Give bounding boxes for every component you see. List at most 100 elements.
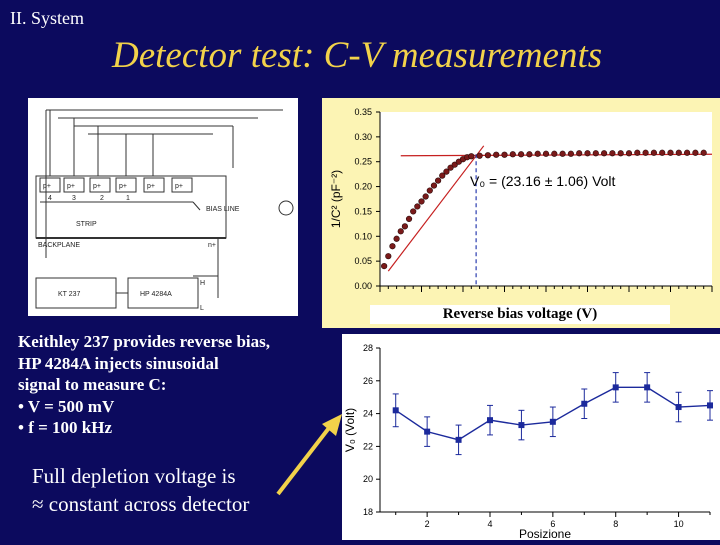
cv-data-point (659, 149, 666, 156)
cv-x-axis-label: Reverse bias voltage (V) (370, 305, 670, 324)
cv-fit-rise (387, 145, 485, 272)
pos-x-axis-label: Posizione (519, 527, 571, 540)
cv-plot-area (380, 112, 712, 286)
cv-y-tick-label: 0.20 (354, 182, 372, 192)
pos-y-tick-label: 26 (363, 376, 373, 386)
description-line-3: signal to measure C: (18, 375, 167, 394)
pos-x-tick-label: 4 (487, 519, 492, 529)
cv-data-point (493, 151, 500, 158)
cv-data-point (410, 208, 417, 215)
cv-data-point (584, 150, 591, 157)
cv-data-point (401, 223, 408, 230)
cv-y-tick-label: 0.00 (354, 281, 372, 291)
cv-data-point (518, 151, 525, 158)
cv-data-point (684, 149, 691, 156)
description-line-4: • V = 500 mV (18, 396, 115, 416)
cv-data-point (393, 235, 400, 242)
cv-data-point (501, 151, 508, 158)
slide-title: Detector test: C-V measurements (112, 35, 603, 76)
cv-data-point (439, 172, 446, 179)
cv-data-point (381, 263, 388, 270)
cv-y-tick-label: 0.10 (354, 231, 372, 241)
circuit-schematic: p+ p+ p+ p+ p+ p+ 4 3 2 1 BIAS LINE STRI… (28, 98, 298, 316)
pos-data-point (644, 384, 651, 391)
strip-label-6: p+ (175, 183, 183, 190)
pos-data-point (392, 407, 399, 414)
cv-data-point (389, 243, 396, 250)
pos-x-tick-label: 2 (425, 519, 430, 529)
cv-data-point (426, 187, 433, 194)
cv-data-point (397, 228, 404, 235)
pos-data-point (455, 436, 462, 443)
cv-data-point (551, 150, 558, 157)
strip-label-4: p+ (119, 183, 127, 190)
pos-y-tick-label: 18 (363, 507, 373, 517)
pos-y-axis-label: V₀ (Volt) (343, 408, 357, 452)
cv-chart-panel: 0.00 0.05 0.10 0.15 0.20 0.25 0.30 0.35 1/C² (pF… (322, 98, 720, 328)
strip-number-1: 1 (126, 195, 130, 202)
cv-data-point (642, 149, 649, 156)
pos-data-point (581, 400, 588, 407)
cv-data-point (422, 193, 429, 200)
backplane-label: BACKPLANE (38, 242, 80, 249)
pos-data-point (675, 404, 682, 411)
cv-data-point (667, 149, 674, 156)
cv-data-point (430, 182, 438, 189)
cv-data-point (675, 149, 682, 156)
cv-data-point (634, 149, 641, 156)
cv-y-tick-label: 0.35 (354, 107, 372, 117)
pos-data-point (549, 418, 556, 425)
pos-y-tick-label: 20 (363, 474, 373, 484)
conclusion-text: Full depletion voltage is ≈ constant acr… (32, 462, 249, 518)
pointer-arrow (276, 414, 342, 496)
cv-y-tick-label: 0.30 (354, 132, 372, 142)
cv-data-point (650, 149, 658, 156)
strip-number-3: 3 (72, 195, 76, 202)
cv-data-point (476, 152, 483, 159)
cv-data-point (601, 150, 608, 157)
pos-x-tick-label: 10 (674, 519, 684, 529)
pos-y-tick-label: 22 (363, 441, 373, 451)
pos-x-tick-label: 8 (613, 519, 618, 529)
strip-label-1: p+ (43, 183, 51, 190)
cv-y-tick-label: 0.15 (354, 206, 372, 216)
strip-text: STRIP (76, 221, 97, 228)
description-line-5: • f = 100 kHz (18, 418, 113, 437)
cv-data-point (567, 150, 574, 157)
strip-label-3: p+ (93, 183, 101, 190)
cv-data-point (434, 177, 442, 184)
cv-data-point (609, 150, 616, 157)
cv-data-point (534, 150, 541, 157)
cv-y-tick-label: 0.25 (354, 157, 372, 167)
bias-line-label: BIAS LINE (206, 206, 240, 213)
pos-y-tick-label: 24 (363, 409, 373, 419)
cv-data-point (692, 149, 699, 156)
pos-x-tick-label: 6 (550, 519, 555, 529)
cv-data-point (443, 168, 450, 175)
n-plus-label: n+ (208, 242, 216, 249)
kt237-label: KT 237 (58, 291, 81, 298)
strip-number-2: 2 (100, 195, 104, 202)
description-line-2: HP 4284A injects sinusoidal (18, 353, 219, 373)
cv-data-point (625, 150, 633, 157)
cv-data-point (468, 153, 475, 160)
cv-y-tick-label: 0.05 (354, 256, 372, 266)
cv-fit-annotation: V₀ = (23.16 ± 1.06) Volt (470, 173, 616, 189)
conclusion-line-2: ≈ constant across detector (32, 492, 250, 516)
conclusion-line-1: Full depletion voltage is (32, 464, 236, 488)
cv-data-point (542, 150, 550, 157)
pos-data-point (487, 417, 493, 424)
pos-data-point (424, 428, 431, 435)
pos-data-point (707, 402, 713, 409)
description-text: Keithley 237 provides reverse bias, HP 4… (18, 331, 270, 439)
strip-number-4: 4 (48, 195, 52, 202)
cv-data-point (447, 164, 454, 171)
cv-data-point (484, 152, 491, 159)
cv-chart: 0.00 0.05 0.10 0.15 0.20 0.25 0.30 0.35 1/C² (pF… (329, 107, 713, 292)
cv-data-point (385, 253, 392, 260)
cv-data-point (509, 151, 516, 158)
cv-data-point (418, 198, 425, 205)
cv-data-point (405, 215, 413, 222)
section-label: II. System (10, 8, 84, 28)
